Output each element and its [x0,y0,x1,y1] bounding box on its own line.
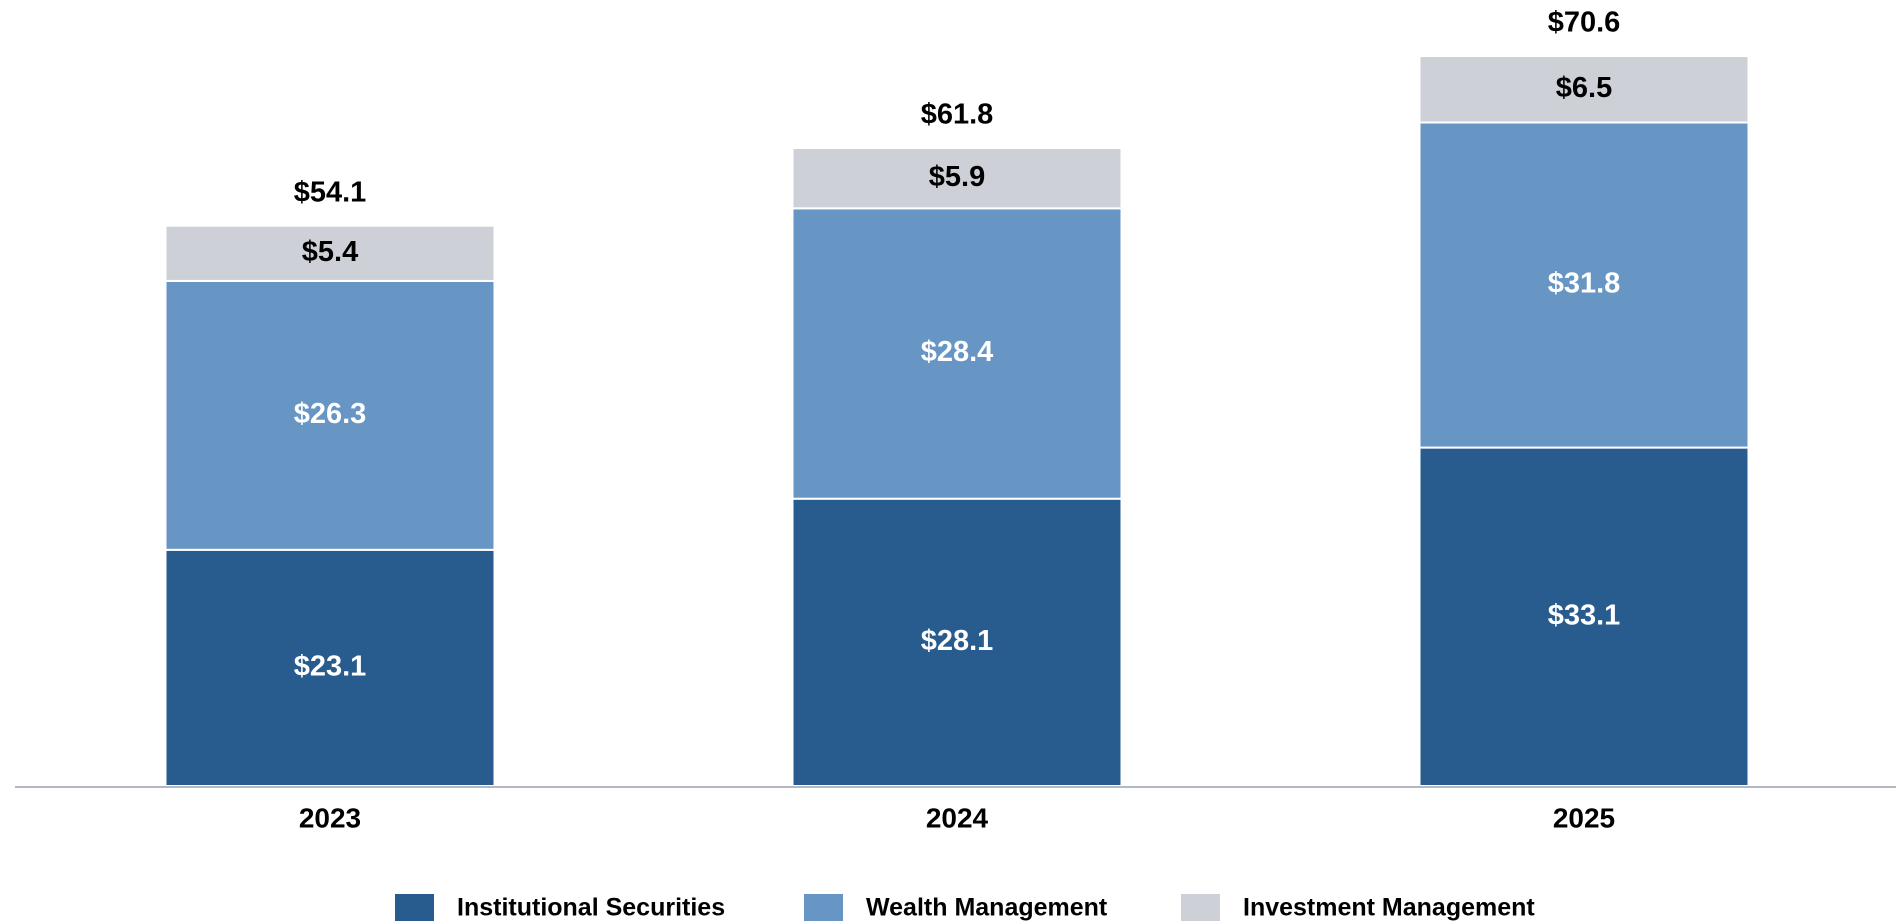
bar-segment [1418,446,1750,787]
legend-swatch [395,894,434,921]
bar-segment [791,147,1123,210]
bar-segment [791,207,1123,500]
legend-label: Wealth Management [866,894,1108,922]
segment-label: $28.4 [921,336,994,368]
legend-swatch [804,894,843,921]
total-label: $61.8 [921,99,994,131]
segment-label: $5.4 [302,236,358,268]
legend-label: Investment Management [1243,894,1535,922]
bar-segment [791,497,1123,787]
x-tick-label: 2024 [926,802,989,833]
total-label: $54.1 [294,176,367,208]
segment-label: $31.8 [1548,268,1621,300]
bar-segment [1418,121,1750,449]
segment-label: $5.9 [929,161,985,193]
bar-segment [1418,55,1750,124]
segment-label: $28.1 [921,625,994,657]
bar-segment [164,548,496,788]
segment-label: $33.1 [1548,599,1621,631]
x-tick-label: 2025 [1553,802,1615,833]
segment-label: $26.3 [294,398,367,430]
total-label: $70.6 [1548,7,1621,39]
x-tick-label: 2023 [299,802,361,833]
bar-segment [164,224,496,282]
legend-label: Institutional Securities [457,894,725,922]
segment-label: $23.1 [294,651,367,683]
segment-label: $6.5 [1556,72,1612,104]
legend-swatch [1181,894,1220,921]
bar-segment [164,279,496,551]
